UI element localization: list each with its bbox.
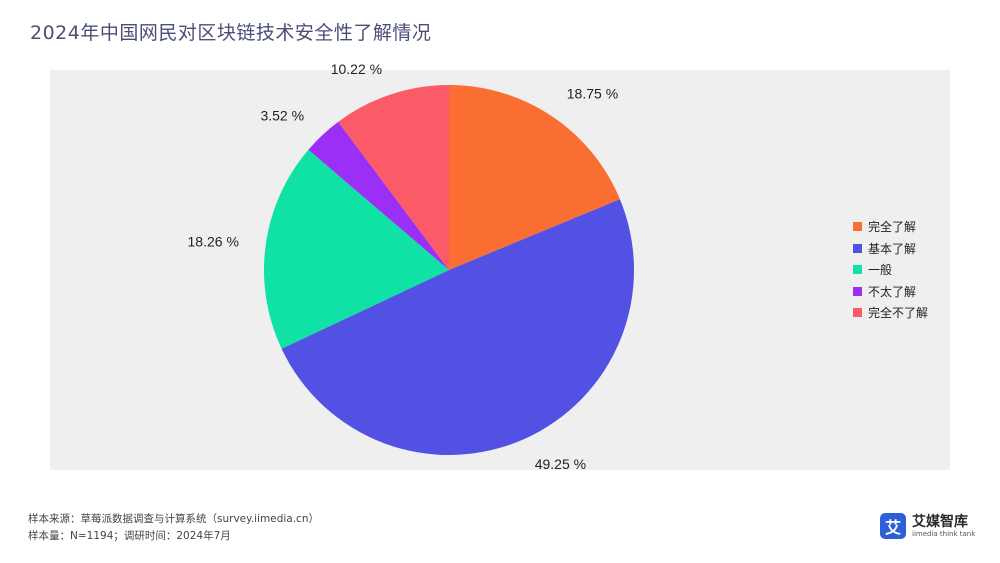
legend-item[interactable]: 不太了解 <box>853 281 928 303</box>
sample-note: 样本量：N=1194；调研时间：2024年7月 <box>28 530 231 542</box>
logo-name: 艾媒智库 <box>912 513 968 530</box>
pie-labels: 18.75 % 49.25 % 18.26 % 3.52 % 10.22 % <box>188 61 619 472</box>
legend-label: 一般 <box>868 263 893 278</box>
legend-swatch <box>853 308 862 318</box>
legend-item[interactable]: 完全了解 <box>853 216 928 238</box>
pie-slice[interactable] <box>308 121 449 270</box>
legend-item[interactable]: 完全不了解 <box>853 302 928 324</box>
pie-data-label: 10.22 % <box>331 61 382 77</box>
pie-slice[interactable] <box>281 199 634 455</box>
logo-text: 艾媒智库 iimedia think tank <box>912 514 975 539</box>
logo-icon: 艾 <box>880 513 906 539</box>
chart-title: 2024年中国网民对区块链技术安全性了解情况 <box>30 22 432 44</box>
pie-data-label: 18.26 % <box>188 234 239 250</box>
legend-label: 完全了解 <box>868 220 917 235</box>
legend-swatch <box>853 222 862 232</box>
legend-item[interactable]: 基本了解 <box>853 238 928 260</box>
pie-slice[interactable] <box>263 149 449 349</box>
pie-data-label: 49.25 % <box>535 456 586 472</box>
logo-tagline: iimedia think tank <box>912 529 976 538</box>
legend-swatch <box>853 286 862 296</box>
brand-logo: 艾 艾媒智库 iimedia think tank <box>880 513 975 539</box>
source-note: 样本来源：草莓派数据调查与计算系统（survey.iimedia.cn） <box>28 513 319 525</box>
pie-slice[interactable] <box>338 85 449 270</box>
legend-item[interactable]: 一般 <box>853 259 928 281</box>
pie-data-label: 18.75 % <box>567 86 618 102</box>
pie-slice[interactable] <box>449 85 620 270</box>
legend-swatch <box>853 243 862 253</box>
pie-slices <box>263 85 634 455</box>
pie-data-label: 3.52 % <box>260 107 304 123</box>
legend-label: 不太了解 <box>868 284 917 299</box>
footer-notes: 样本来源：草莓派数据调查与计算系统（survey.iimedia.cn） 样本量… <box>28 511 319 545</box>
legend-label: 完全不了解 <box>868 306 929 321</box>
legend: 完全了解 基本了解 一般 不太了解 完全不了解 <box>853 216 928 324</box>
legend-label: 基本了解 <box>868 241 917 256</box>
legend-swatch <box>853 265 862 275</box>
